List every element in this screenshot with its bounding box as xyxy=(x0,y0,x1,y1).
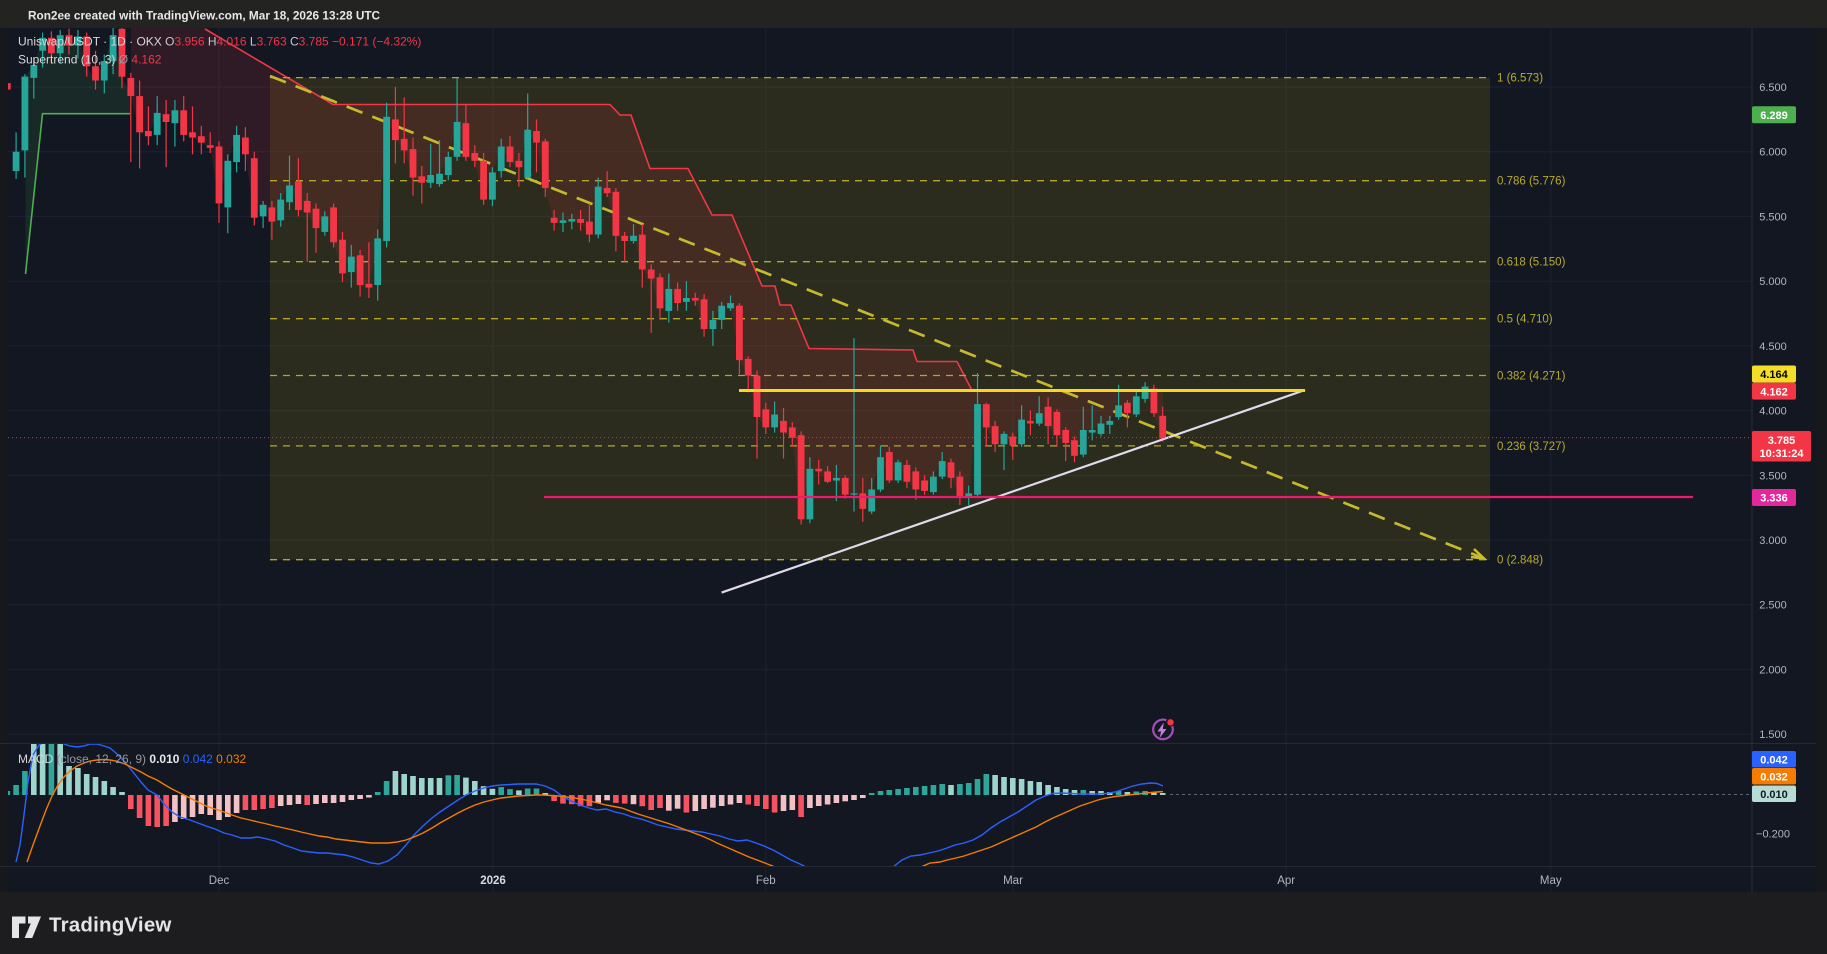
svg-text:0.786 (5.776): 0.786 (5.776) xyxy=(1497,176,1566,188)
svg-text:3.785: 3.785 xyxy=(1768,435,1796,447)
svg-text:3.000: 3.000 xyxy=(1759,535,1787,547)
svg-text:6.000: 6.000 xyxy=(1759,147,1787,159)
svg-text:Feb: Feb xyxy=(756,875,776,887)
svg-text:1.500: 1.500 xyxy=(1759,729,1787,741)
svg-text:6.289: 6.289 xyxy=(1760,110,1788,122)
svg-text:4.164: 4.164 xyxy=(1760,369,1788,381)
svg-text:Mar: Mar xyxy=(1003,875,1023,887)
svg-text:3.500: 3.500 xyxy=(1759,470,1787,482)
svg-text:2.000: 2.000 xyxy=(1759,664,1787,676)
svg-text:2026: 2026 xyxy=(480,875,506,887)
svg-text:Apr: Apr xyxy=(1277,875,1295,887)
svg-text:4.162: 4.162 xyxy=(1760,386,1788,398)
svg-text:Ron2ee created with TradingVie: Ron2ee created with TradingView.com, Mar… xyxy=(28,9,381,23)
svg-text:6.500: 6.500 xyxy=(1759,82,1787,94)
svg-text:10:31:24: 10:31:24 xyxy=(1759,448,1804,460)
svg-text:MACD (close, 12, 26, 9) 0.010: MACD (close, 12, 26, 9) 0.010 0.042 0.03… xyxy=(18,752,247,766)
svg-text:−0.200: −0.200 xyxy=(1756,828,1790,840)
svg-text:3.336: 3.336 xyxy=(1760,493,1788,505)
svg-text:4.500: 4.500 xyxy=(1759,341,1787,353)
svg-text:4.000: 4.000 xyxy=(1759,406,1787,418)
svg-text:May: May xyxy=(1540,875,1562,887)
svg-text:5.000: 5.000 xyxy=(1759,276,1787,288)
svg-text:5.500: 5.500 xyxy=(1759,211,1787,223)
svg-text:0.382 (4.271): 0.382 (4.271) xyxy=(1497,371,1566,383)
svg-text:0.618 (5.150): 0.618 (5.150) xyxy=(1497,257,1566,269)
svg-text:0.236 (3.727): 0.236 (3.727) xyxy=(1497,441,1566,453)
svg-text:0.5 (4.710): 0.5 (4.710) xyxy=(1497,314,1553,326)
svg-text:TradingView: TradingView xyxy=(49,914,172,937)
svg-text:0.042: 0.042 xyxy=(1760,755,1788,767)
svg-text:2.500: 2.500 xyxy=(1759,600,1787,612)
svg-text:Dec: Dec xyxy=(209,875,230,887)
svg-text:Uniswap/USDT · 1D · OKX O3.956: Uniswap/USDT · 1D · OKX O3.956 H4.016 L3… xyxy=(18,35,421,49)
svg-text:Supertrend (10, 3) Ø 4.162: Supertrend (10, 3) Ø 4.162 xyxy=(18,53,162,67)
svg-text:1 (6.573): 1 (6.573) xyxy=(1497,73,1543,85)
svg-text:0 (2.848): 0 (2.848) xyxy=(1497,555,1543,567)
svg-text:0.010: 0.010 xyxy=(1760,789,1788,801)
svg-text:0.032: 0.032 xyxy=(1760,772,1788,784)
